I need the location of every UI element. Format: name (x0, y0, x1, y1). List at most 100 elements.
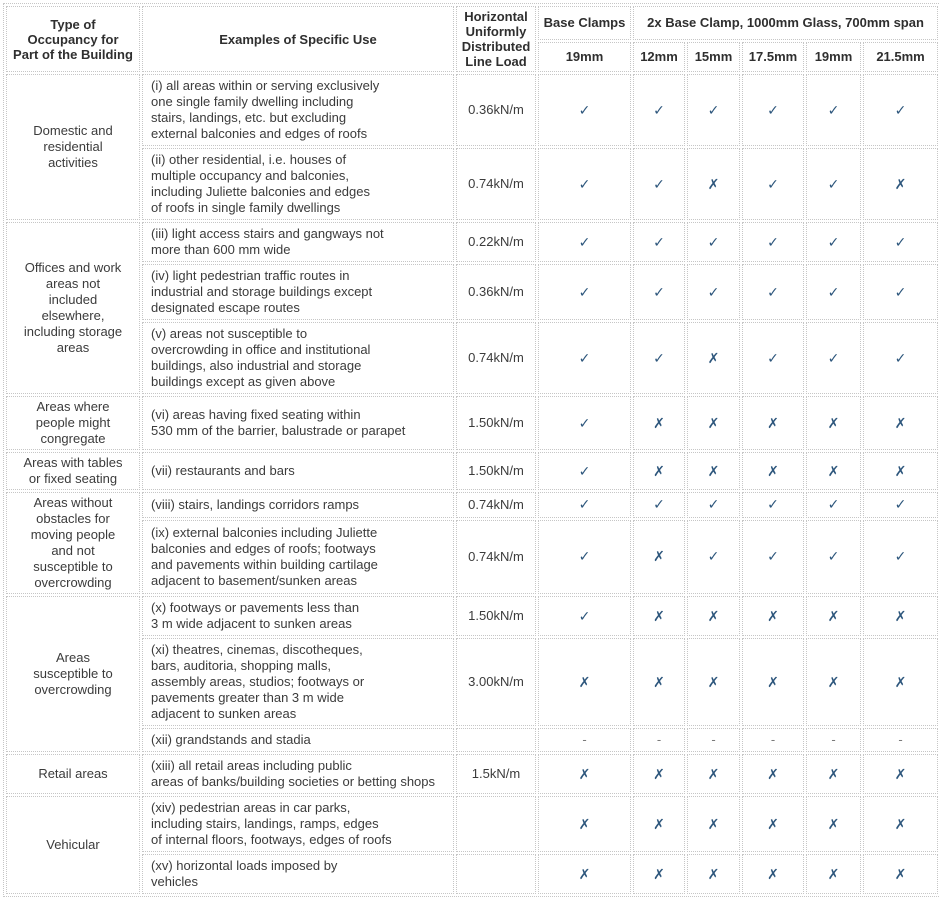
check-mark-icon: ✓ (767, 101, 779, 118)
cross-mark-icon: ✗ (578, 865, 591, 882)
cross-mark-icon: ✗ (894, 673, 907, 690)
check-mark-icon: ✓ (653, 496, 665, 513)
cross-mark-icon: ✗ (707, 607, 720, 624)
check-mark-icon: ✓ (767, 233, 779, 250)
compatibility-cell: - (863, 728, 939, 752)
compatibility-cell: ✗ (633, 452, 685, 490)
example-cell: (vii) restaurants and bars (142, 452, 454, 490)
compatibility-cell: ✓ (538, 396, 631, 450)
example-cell: (xv) horizontal loads imposed by vehicle… (142, 854, 454, 894)
compatibility-cell: ✗ (863, 452, 939, 490)
table-row: (iv) light pedestrian traffic routes in … (6, 264, 939, 320)
check-mark-icon: ✓ (827, 175, 840, 192)
check-mark-icon: ✓ (653, 175, 665, 192)
header-examples: Examples of Specific Use (142, 6, 454, 72)
compatibility-cell: ✓ (633, 74, 685, 146)
cross-mark-icon: ✗ (767, 673, 779, 690)
header-row-thickness: 19mm 12mm 15mm 17.5mm 19mm 21.5mm (6, 41, 939, 72)
check-mark-icon: ✓ (653, 233, 665, 250)
cross-mark-icon: ✗ (827, 607, 840, 624)
compatibility-cell: ✓ (633, 492, 685, 518)
cross-mark-icon: ✗ (894, 607, 907, 624)
occupancy-cell: Retail areas (6, 754, 140, 794)
table-row: Areas without obstacles for moving peopl… (6, 492, 939, 594)
cross-mark-icon: ✗ (707, 865, 720, 882)
compatibility-cell: ✓ (538, 519, 631, 594)
compatibility-cell: ✗ (538, 854, 631, 894)
compatibility-cell: ✓ (742, 492, 804, 518)
load-capacity-table: Type of Occupancy for Part of the Buildi… (3, 3, 940, 897)
header-17-5mm: 17.5mm (742, 41, 804, 72)
check-mark-icon: ✓ (653, 349, 665, 366)
check-mark-icon: ✓ (767, 175, 779, 192)
cross-mark-icon: ✗ (894, 462, 907, 479)
cross-mark-icon: ✗ (767, 865, 779, 882)
check-mark-icon: ✓ (767, 548, 779, 565)
compatibility-cell: ✓ (806, 492, 861, 518)
cross-mark-icon: ✗ (653, 414, 665, 431)
cross-mark-icon: ✗ (653, 765, 665, 782)
compatibility-cell: ✓ (863, 322, 939, 394)
compatibility-cell: ✓ (538, 264, 631, 320)
cross-mark-icon: ✗ (767, 765, 779, 782)
occupancy-cell: Domestic and residential activities (6, 74, 140, 220)
cross-mark-icon: ✗ (653, 548, 665, 565)
compatibility-cell: ✗ (633, 596, 685, 636)
check-mark-icon: ✓ (827, 233, 840, 250)
compatibility-cell: ✓ (863, 222, 939, 262)
line-load-cell: 3.00kN/m (456, 638, 536, 726)
compatibility-cell: ✓ (806, 264, 861, 320)
compatibility-cell: ✗ (742, 638, 804, 726)
check-mark-icon: ✓ (767, 283, 779, 300)
cross-mark-icon: ✗ (707, 462, 720, 479)
compatibility-cell: ✗ (538, 796, 631, 852)
check-mark-icon: ✓ (707, 101, 720, 118)
cross-mark-icon: ✗ (894, 414, 907, 431)
cross-mark-icon: ✗ (653, 815, 665, 832)
cross-mark-icon: ✗ (578, 815, 591, 832)
table-row: Areas susceptible to overcrowding (x) foo… (6, 596, 939, 752)
compatibility-cell: ✓ (806, 322, 861, 394)
table-row: Vehicular (xiv) pedestrian areas in car p… (6, 796, 939, 894)
compatibility-cell: ✗ (538, 638, 631, 726)
header-group-base-clamps: Base Clamps (538, 6, 631, 40)
compatibility-cell: ✗ (687, 638, 740, 726)
compatibility-cell: ✓ (538, 148, 631, 220)
compatibility-cell: ✓ (633, 322, 685, 394)
check-mark-icon: ✓ (894, 283, 907, 300)
line-load-cell (456, 854, 536, 894)
compatibility-cell: ✓ (806, 148, 861, 220)
compatibility-cell: ✗ (806, 754, 861, 794)
compatibility-cell: ✓ (687, 492, 740, 518)
dash-mark-icon: - (898, 732, 903, 747)
compatibility-cell: ✓ (538, 492, 631, 518)
compatibility-cell: ✗ (806, 596, 861, 636)
check-mark-icon: ✓ (894, 101, 907, 118)
example-cell: (iv) light pedestrian traffic routes in … (142, 264, 454, 320)
compatibility-cell: ✓ (806, 519, 861, 594)
compatibility-cell: ✗ (538, 754, 631, 794)
line-load-cell: 1.50kN/m (456, 396, 536, 450)
table-row: (xii) grandstands and stadia - - - - - - (6, 728, 939, 752)
compatibility-cell: - (806, 728, 861, 752)
check-mark-icon: ✓ (578, 607, 591, 624)
dash-mark-icon: - (656, 732, 662, 747)
example-cell: (viii) stairs, landings corridors ramps (142, 492, 454, 518)
example-cell: (i) all areas within or serving exclusiv… (142, 74, 454, 146)
example-cell: (xiv) pedestrian areas in car parks, inc… (142, 796, 454, 852)
compatibility-cell: ✓ (806, 222, 861, 262)
dash-mark-icon: - (582, 732, 587, 747)
table-row: Offices and work areas not included else… (6, 222, 939, 394)
cross-mark-icon: ✗ (707, 815, 720, 832)
dash-mark-icon: - (831, 732, 836, 747)
check-mark-icon: ✓ (578, 283, 591, 300)
example-cell: (x) footways or pavements less than 3 m … (142, 596, 454, 636)
table-row: (v) areas not susceptible to overcrowdin… (6, 322, 939, 394)
cross-mark-icon: ✗ (894, 865, 907, 882)
table-header: Type of Occupancy for Part of the Buildi… (6, 6, 939, 72)
header-19mm: 19mm (806, 41, 861, 72)
occupancy-cell: Areas where people might congregate (6, 396, 140, 450)
compatibility-cell: - (742, 728, 804, 752)
compatibility-cell: ✗ (687, 322, 740, 394)
